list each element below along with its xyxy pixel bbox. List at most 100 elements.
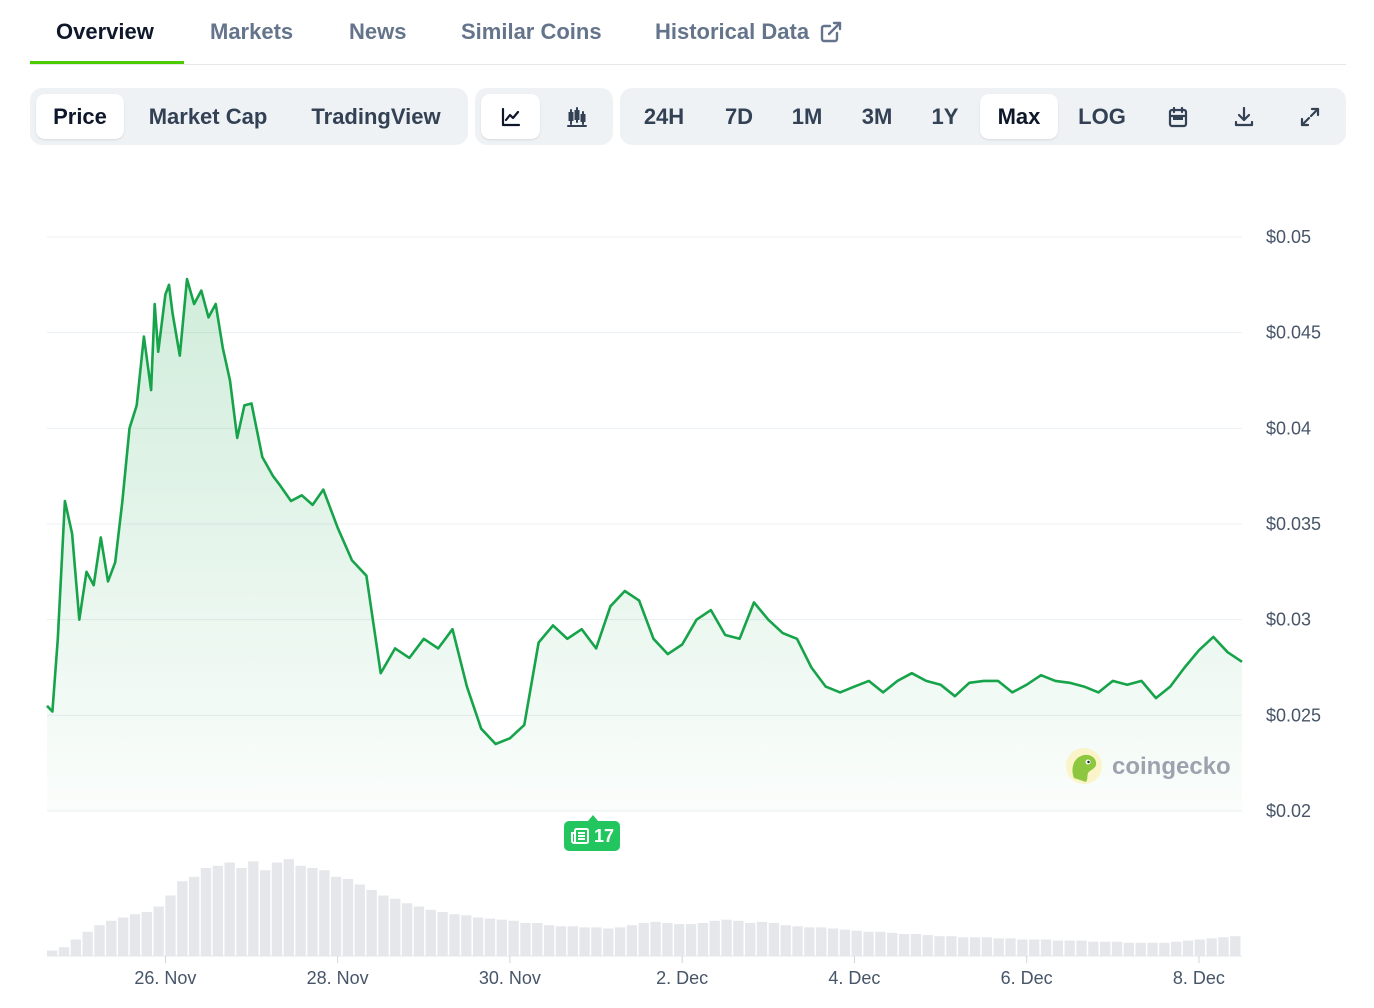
- price-line: [46, 277, 1243, 746]
- volume-bar: [1194, 939, 1206, 956]
- volume-bar: [780, 925, 791, 956]
- range-selector: 24H 7D 1M 3M 1Y Max LOG: [620, 88, 1346, 145]
- volume-bar: [390, 898, 401, 956]
- button-label: 7D: [724, 103, 754, 129]
- fullscreen-button[interactable]: [1280, 94, 1340, 139]
- coingecko-logo-icon: [1066, 748, 1102, 784]
- volume-bar: [650, 921, 661, 956]
- tab-label: Historical Data: [655, 19, 810, 44]
- volume-bar: [200, 868, 212, 956]
- tab-news[interactable]: News: [349, 0, 406, 64]
- price-view-button[interactable]: Price: [36, 94, 124, 139]
- badge-pointer: [588, 815, 598, 821]
- volume-bar: [887, 932, 898, 956]
- volume-bar: [188, 876, 200, 956]
- volume-bar: [94, 925, 105, 956]
- volume-bar: [555, 926, 567, 956]
- news-count-badge[interactable]: 17: [564, 815, 620, 851]
- volume-bar: [946, 936, 957, 956]
- active-tab-indicator: [30, 61, 184, 64]
- line-chart-icon: [499, 105, 523, 129]
- button-label: Market Cap: [148, 103, 268, 129]
- volume-bar: [1017, 939, 1028, 956]
- volume-bar: [1052, 940, 1064, 956]
- volume-bar: [981, 937, 993, 956]
- volume-bar: [839, 929, 851, 956]
- volume-bar: [70, 939, 81, 956]
- volume-bar: [366, 890, 377, 956]
- range-1y-button[interactable]: 1Y: [915, 94, 975, 139]
- log-scale-button[interactable]: LOG: [1066, 94, 1138, 139]
- volume-bar: [401, 903, 413, 956]
- y-tick-label: $0.05: [1266, 227, 1311, 247]
- button-label: Max: [997, 103, 1041, 129]
- button-label: 1Y: [931, 103, 959, 129]
- volume-bar: [922, 935, 933, 956]
- button-label: TradingView: [311, 103, 441, 129]
- volume-bar: [449, 914, 460, 956]
- volume-bar: [768, 923, 780, 956]
- volume-bar: [425, 909, 436, 956]
- news-count: 17: [593, 825, 615, 846]
- tab-markets[interactable]: Markets: [210, 0, 293, 64]
- volume-bar: [508, 920, 519, 956]
- volume-bar: [520, 923, 531, 956]
- volume-bar: [1159, 942, 1170, 956]
- range-3m-button[interactable]: 3M: [845, 94, 909, 139]
- tab-label: Similar Coins: [461, 19, 602, 44]
- volume-bar: [177, 881, 188, 956]
- x-tick-label: 4. Dec: [828, 968, 880, 988]
- volume-bar: [461, 915, 472, 956]
- volume-bar: [662, 923, 673, 956]
- tab-similar-coins[interactable]: Similar Coins: [461, 0, 602, 64]
- volume-bar: [898, 934, 910, 956]
- volume-bar: [472, 917, 484, 956]
- volume-bar: [283, 859, 294, 956]
- volume-bar: [579, 927, 590, 956]
- volume-bar: [117, 917, 129, 956]
- x-tick-label: 28. Nov: [307, 968, 369, 988]
- range-1m-button[interactable]: 1M: [776, 94, 838, 139]
- volume-bar: [141, 912, 152, 956]
- line-chart-button[interactable]: [481, 94, 540, 139]
- volume-bar: [614, 927, 626, 956]
- volume-bar: [106, 920, 117, 956]
- volume-bar: [354, 884, 365, 956]
- button-label: Price: [53, 103, 107, 129]
- tab-label: Markets: [210, 19, 294, 44]
- newspaper-icon: [570, 827, 594, 845]
- volume-bar: [437, 912, 448, 956]
- coingecko-watermark: coingecko: [1066, 748, 1231, 784]
- external-link-icon: [819, 20, 843, 44]
- volume-bar: [733, 920, 744, 956]
- volume-bar: [1005, 938, 1016, 956]
- range-max-button[interactable]: Max: [980, 94, 1058, 139]
- volume-bar: [165, 895, 176, 956]
- tradingview-button[interactable]: TradingView: [296, 94, 456, 139]
- volume-bar: [1147, 942, 1158, 956]
- tab-label: Overview: [56, 19, 154, 44]
- date-range-button[interactable]: [1148, 94, 1208, 139]
- market-cap-view-button[interactable]: Market Cap: [134, 94, 282, 139]
- volume-bar: [484, 918, 496, 956]
- range-24h-button[interactable]: 24H: [630, 94, 698, 139]
- volume-bar: [863, 931, 874, 956]
- tab-overview[interactable]: Overview: [56, 0, 154, 64]
- download-button[interactable]: [1214, 94, 1274, 139]
- x-tick-label: 8. Dec: [1173, 968, 1225, 988]
- volume-bar: [259, 870, 271, 956]
- volume-bar: [756, 921, 768, 956]
- calendar-icon: [1166, 105, 1190, 129]
- volume-bar: [271, 862, 283, 956]
- volume-bar: [1123, 942, 1135, 956]
- tab-historical-data[interactable]: Historical Data: [655, 0, 843, 64]
- volume-bar: [1076, 940, 1087, 956]
- volume-bar: [378, 895, 389, 956]
- y-tick-label: $0.035: [1266, 514, 1321, 534]
- y-tick-label: $0.045: [1266, 323, 1321, 343]
- range-7d-button[interactable]: 7D: [708, 94, 770, 139]
- candlestick-chart-button[interactable]: [547, 94, 606, 139]
- volume-bar: [993, 938, 1004, 956]
- volume-bar: [1111, 941, 1123, 956]
